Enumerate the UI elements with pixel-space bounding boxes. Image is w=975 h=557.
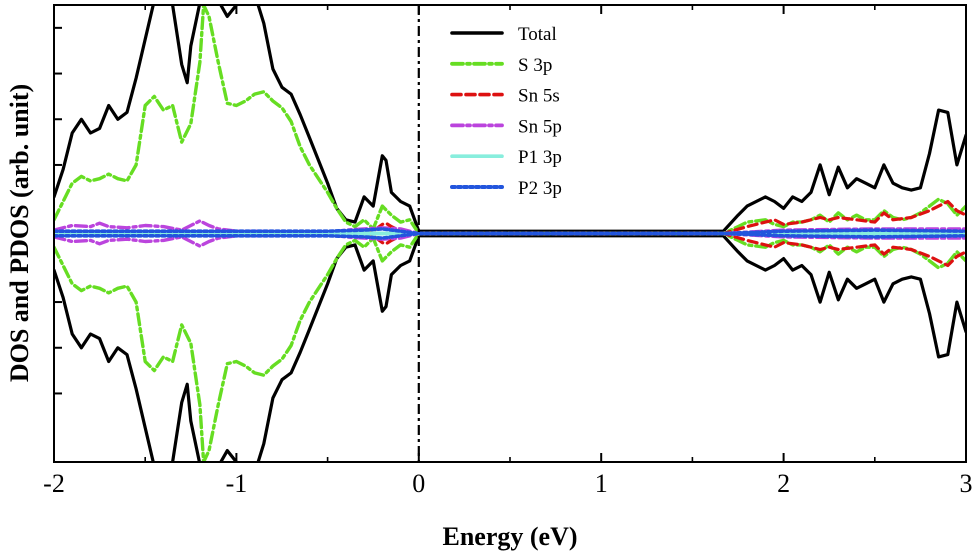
legend-label-p2-3p: P2 3p <box>518 178 562 199</box>
x-tick-label: -1 <box>226 469 248 498</box>
legend-label-total: Total <box>518 24 557 45</box>
series-line-sn-5s-up <box>54 199 966 236</box>
series-line-sn-5s-down <box>54 231 966 268</box>
legend: Total S 3p Sn 5s Sn 5p P1 3p P2 3p <box>450 24 562 199</box>
series-line-p2-3p-down <box>54 231 966 240</box>
series-line-p2-3p-up <box>54 227 966 236</box>
ticks-layer: -2 -1 0 1 2 3 <box>43 5 973 498</box>
legend-label-s-3p: S 3p <box>518 55 552 76</box>
x-tick-label: 0 <box>412 469 425 498</box>
series-line-sn-5p-down <box>54 231 966 248</box>
legend-label-sn-5s: Sn 5s <box>518 86 560 107</box>
series-line-s-3p-down <box>54 231 966 462</box>
x-axis-title: Energy (eV) <box>442 522 577 551</box>
y-axis-title: DOS and PDOS (arb. unit) <box>5 84 34 382</box>
series-line-total-down <box>54 234 966 462</box>
series-line-total-up <box>54 5 966 233</box>
series-line-sn-5p-up <box>54 219 966 236</box>
series-line-s-3p-up <box>54 5 966 236</box>
legend-label-p1-3p: P1 3p <box>518 147 562 168</box>
x-tick-label: -2 <box>43 469 65 498</box>
x-tick-label: 1 <box>595 469 608 498</box>
x-tick-label: 3 <box>960 469 973 498</box>
legend-label-sn-5p: Sn 5p <box>518 116 562 137</box>
series-layer <box>54 5 966 462</box>
x-tick-label: 2 <box>777 469 790 498</box>
